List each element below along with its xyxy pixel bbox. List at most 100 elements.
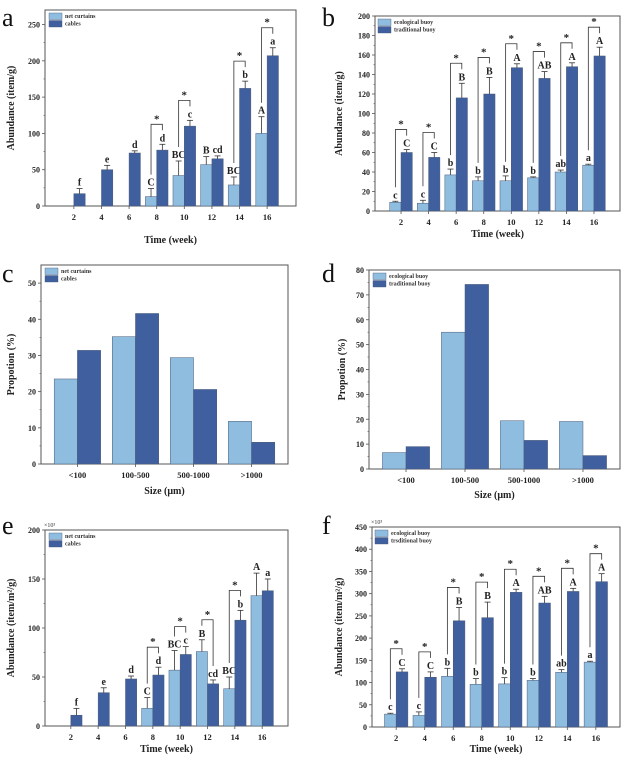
plot-frame <box>44 9 297 207</box>
bar-series1 <box>382 452 407 470</box>
y-axis-label: Propotion (%) <box>337 339 348 401</box>
significance-bracket <box>146 646 159 684</box>
bar-series1 <box>389 201 402 212</box>
bar-series1 <box>500 420 525 470</box>
bar-series2 <box>239 88 252 207</box>
x-tick-label: <100 <box>397 475 415 485</box>
significance-letter: C <box>147 178 154 189</box>
x-tick-label: 6 <box>454 217 458 227</box>
significance-letter: e <box>102 677 107 688</box>
x-tick-label: 8 <box>155 212 159 222</box>
panel-e: e 0 50 100 150 200 ×10³ Abundance (item/m²/g) 2 4… <box>2 511 289 755</box>
panel-letter: e <box>2 511 14 540</box>
legend-swatch <box>372 280 387 288</box>
y-multiplier: ×10³ <box>44 523 55 529</box>
bar-series1 <box>555 672 568 728</box>
bar-series2 <box>97 692 110 727</box>
x-tick-label: <100 <box>69 470 87 480</box>
bar-series2 <box>483 93 496 212</box>
bar-series2 <box>566 66 578 212</box>
significance-letter: a <box>587 650 592 661</box>
bar-series1 <box>441 331 466 470</box>
x-tick-label: 2 <box>394 733 398 743</box>
bar-series1 <box>412 715 425 728</box>
y-tick-label: 160 <box>358 51 370 60</box>
significance-letter: B <box>458 72 465 83</box>
x-tick-label: 14 <box>563 733 572 743</box>
x-axis-label: Size (μm) <box>144 486 184 497</box>
significance-letter: BC <box>222 666 236 677</box>
plot-frame <box>371 526 621 728</box>
significance-bracket <box>174 626 187 637</box>
significance-letter: C <box>431 142 438 153</box>
significance-star: * <box>564 32 570 44</box>
significance-bracket <box>589 553 603 648</box>
significance-bracket <box>450 62 463 156</box>
y-tick-label: 0 <box>366 207 370 216</box>
bar-series1 <box>227 184 240 207</box>
significance-bracket <box>418 651 431 698</box>
y-tick-label: 200 <box>28 57 40 66</box>
significance-letter: BC <box>168 640 182 651</box>
significance-bracket <box>505 43 518 162</box>
y-axis-label: Abundance (item/m²/g) <box>6 579 17 678</box>
y-tick-label: 20 <box>362 188 370 197</box>
x-tick-label: 10 <box>506 733 515 743</box>
bar-series1 <box>145 196 157 207</box>
bar-series1 <box>112 336 136 465</box>
significance-letter: AB <box>538 585 552 596</box>
panel-letter: b <box>322 3 335 32</box>
y-tick-label: 0 <box>360 465 364 474</box>
y-tick-label: 0 <box>36 722 40 731</box>
y-tick-label: 400 <box>355 545 367 554</box>
legend-label: ecological buoy <box>389 274 428 280</box>
bar-series1 <box>469 684 482 728</box>
significance-star: * <box>177 616 183 628</box>
significance-star: * <box>182 89 188 101</box>
x-tick-label: >1000 <box>572 475 594 485</box>
x-tick-label: 16 <box>263 212 272 222</box>
y-tick-label: 30 <box>28 351 36 360</box>
significance-bracket <box>532 51 545 163</box>
y-tick-label: 200 <box>28 526 40 535</box>
bar-series2 <box>510 592 523 728</box>
significance-star: * <box>205 609 211 621</box>
significance-letter: A <box>598 563 606 574</box>
significance-letter: c <box>421 189 426 200</box>
significance-letter: B <box>486 66 493 77</box>
x-tick-label: 500-1000 <box>508 475 541 485</box>
y-tick-label: 30 <box>356 390 364 399</box>
significance-letter: C <box>427 661 434 672</box>
legend-swatch <box>44 275 59 283</box>
x-tick-label: 12 <box>208 212 217 222</box>
panel-d: d 0 10 20 30 40 50 60 70 80 Propotion (%) <100 100-5… <box>322 259 621 501</box>
significance-star: * <box>264 17 270 29</box>
bar-series1 <box>53 378 78 465</box>
significance-letter: B <box>199 629 206 640</box>
significance-letter: A <box>570 577 578 588</box>
panel-letter: d <box>322 259 335 288</box>
y-tick-label: 80 <box>356 266 364 275</box>
bar-series2 <box>595 581 608 728</box>
y-tick-label: 0 <box>363 723 367 732</box>
significance-bracket <box>446 587 460 655</box>
panel-letter: f <box>322 511 331 540</box>
bar-series1 <box>170 357 194 465</box>
x-tick-label: 10 <box>180 212 189 222</box>
y-tick-label: 250 <box>355 612 367 621</box>
significance-letter: c <box>184 636 189 647</box>
significance-star: * <box>453 52 459 64</box>
legend-label: net curtains <box>61 269 92 275</box>
significance-letter: d <box>132 140 138 151</box>
bar-series1 <box>559 421 584 470</box>
y-tick-label: 150 <box>355 656 367 665</box>
bar-series1 <box>250 595 263 727</box>
y-tick-label: 50 <box>359 701 367 710</box>
significance-bracket <box>261 27 274 103</box>
legend-label: cables <box>61 277 77 283</box>
legend-label: traditional buoy <box>389 282 431 288</box>
significance-bracket <box>389 648 403 700</box>
significance-star: * <box>508 558 514 570</box>
y-tick-label: 50 <box>32 673 40 682</box>
y-tick-label: 100 <box>28 129 40 138</box>
